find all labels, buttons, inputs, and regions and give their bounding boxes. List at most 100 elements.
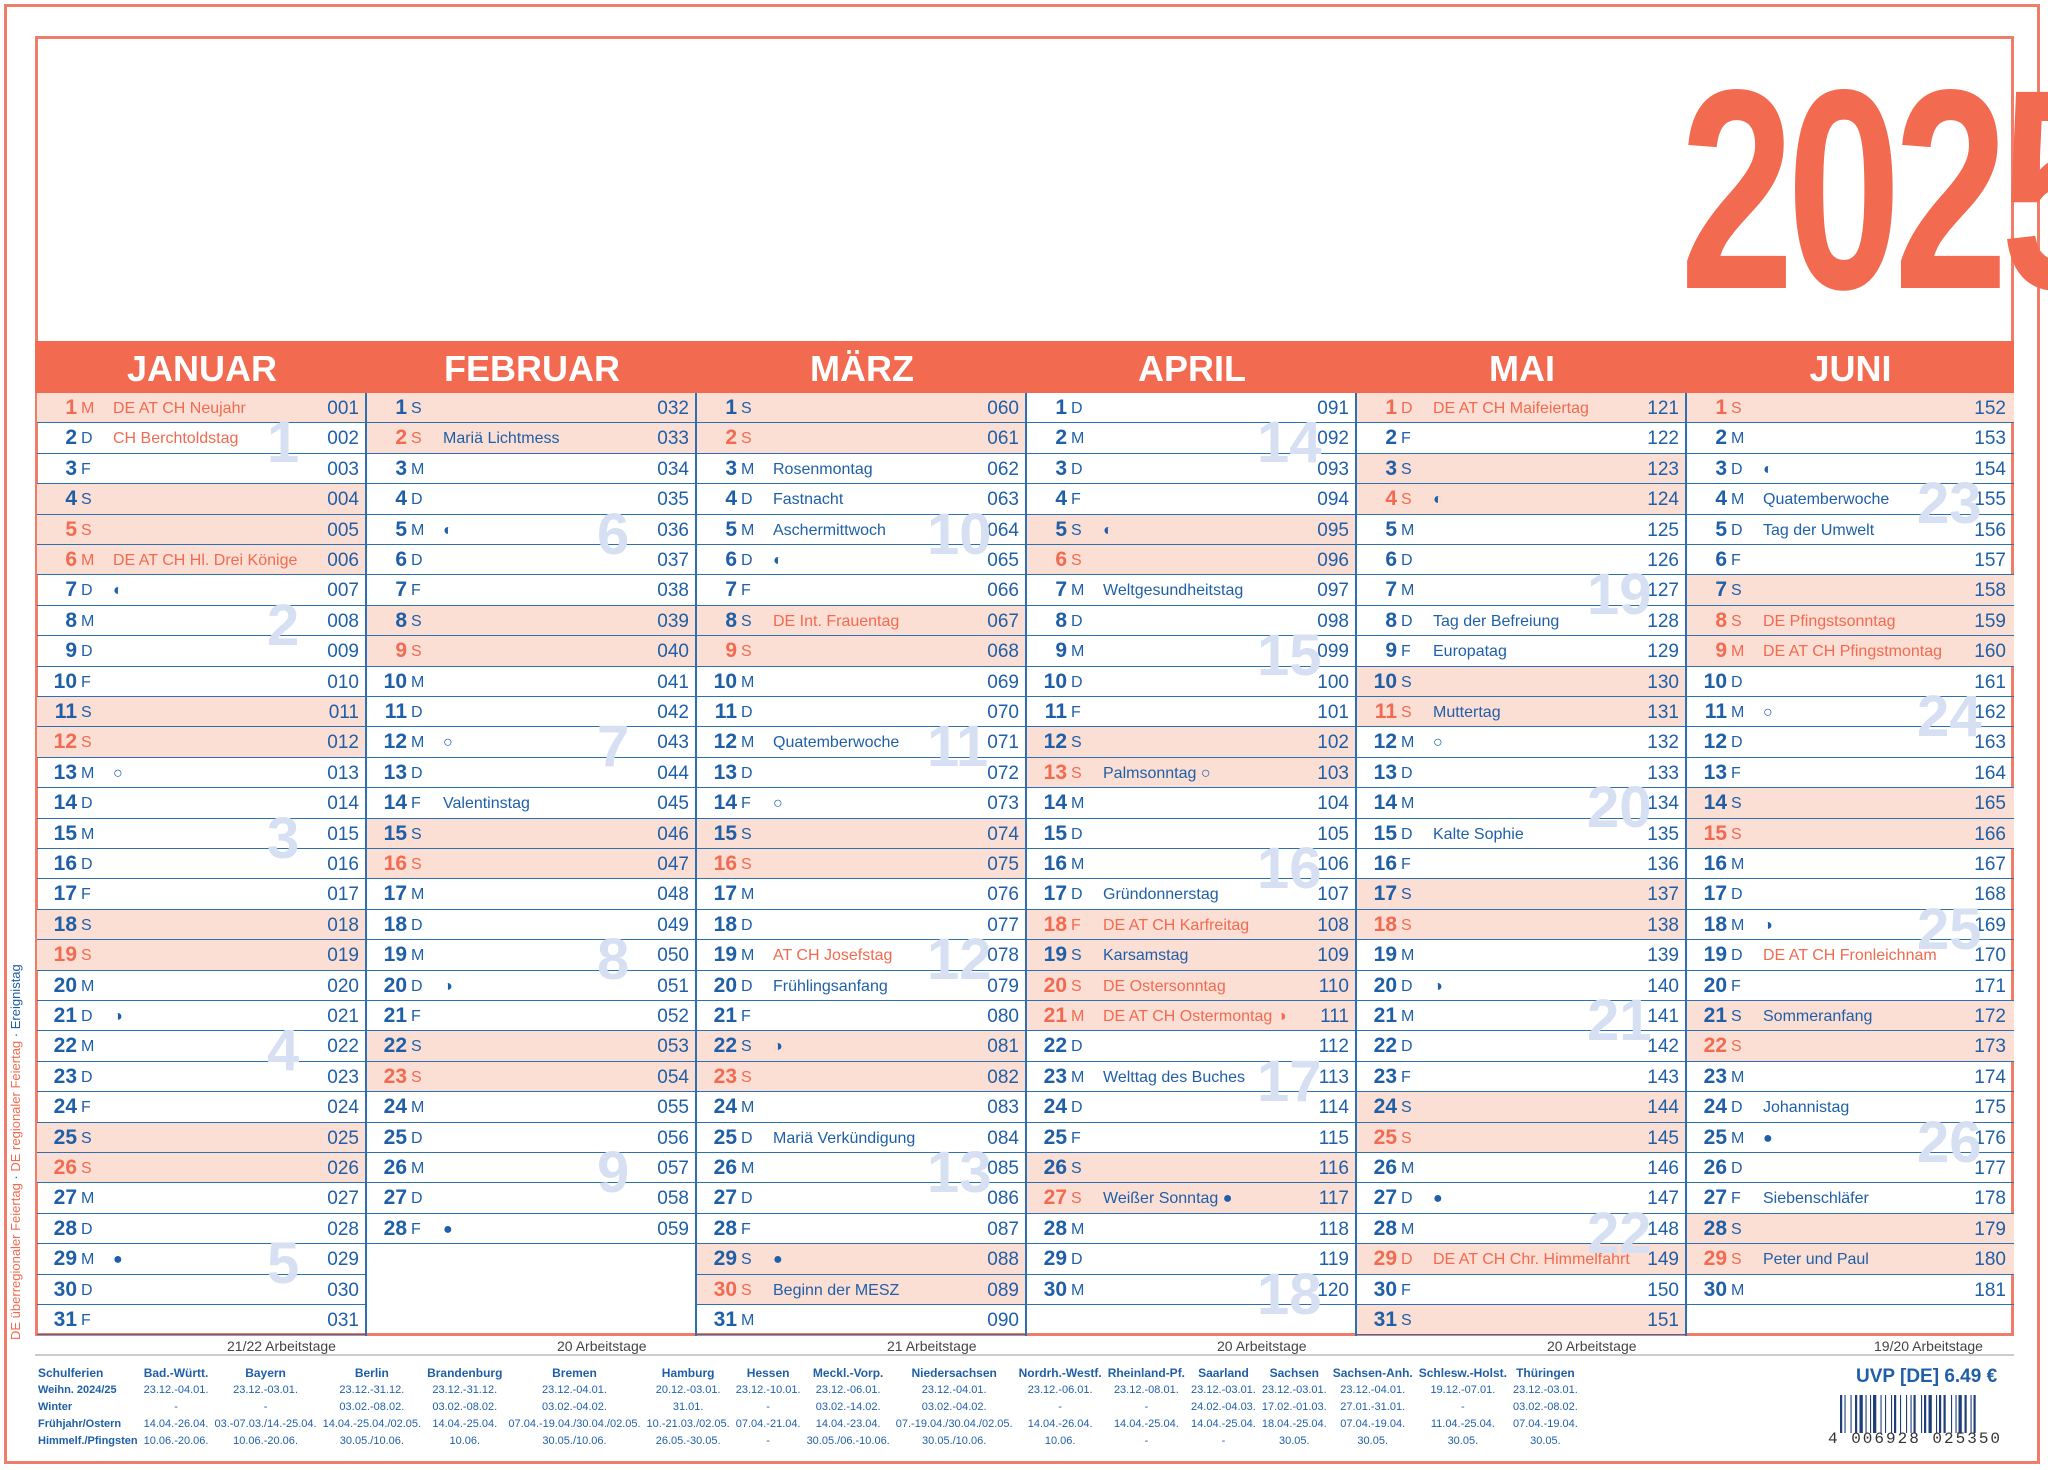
day-of-year: 095 [1317, 519, 1349, 541]
day-of-year: 166 [1974, 823, 2006, 845]
weekday-letter: D [1401, 1251, 1413, 1269]
day-of-year: 135 [1647, 823, 1679, 845]
day-of-year: 170 [1974, 945, 2006, 967]
weekday-letter: S [1401, 491, 1412, 509]
day-of-year: 099 [1317, 641, 1349, 663]
day-event: Valentinstag [443, 795, 530, 813]
day-number: 12 [1373, 730, 1397, 754]
holiday-cell: - [766, 1400, 770, 1413]
day-of-year: 040 [657, 641, 689, 663]
weekday-letter: S [81, 1129, 92, 1147]
week-number: 12 [927, 927, 992, 993]
day-of-year: 039 [657, 610, 689, 632]
day-row: 11 F 101 [1027, 697, 1357, 728]
day-of-year: 181 [1974, 1279, 2006, 1301]
weekday-letter: S [1401, 916, 1412, 934]
day-row: 14 M 134 [1357, 788, 1687, 819]
day-row: 26 M 057 [367, 1153, 697, 1184]
day-of-year: 156 [1974, 519, 2006, 541]
day-number: 30 [713, 1277, 737, 1301]
barcode-bar [1973, 1395, 1976, 1433]
day-row: 10 F 010 [37, 667, 367, 697]
day-number: 17 [1373, 882, 1397, 906]
day-row: 14 F Valentinstag 045 [367, 788, 697, 819]
weekday-letter: S [741, 612, 752, 630]
weekday-letter: D [411, 977, 423, 995]
day-number: 22 [383, 1034, 407, 1058]
day-row: 3 F 003 [37, 454, 367, 485]
barcode-bar [1906, 1395, 1908, 1433]
day-number: 22 [1703, 1034, 1727, 1058]
day-of-year: 060 [987, 398, 1019, 419]
day-event: Peter und Paul [1763, 1251, 1869, 1269]
day-of-year: 103 [1317, 762, 1349, 784]
weekday-letter: M [81, 400, 95, 417]
week-number: 24 [1917, 684, 1982, 749]
day-row: 21 S Sommeranfang 172 [1687, 1001, 2014, 1032]
day-of-year: 140 [1647, 975, 1679, 997]
day-row: 30 M 120 [1027, 1275, 1357, 1305]
day-number: 8 [725, 608, 737, 632]
weekday-letter: F [1401, 856, 1411, 873]
holiday-cell: Weihn. 2024/25 [38, 1383, 117, 1396]
day-of-year: 106 [1317, 854, 1349, 875]
weekday-letter: S [1731, 1038, 1742, 1056]
day-number: 5 [1715, 517, 1727, 541]
weekday-letter: D [411, 764, 423, 782]
day-event: Mariä Verkündigung [773, 1129, 916, 1147]
day-of-year: 024 [327, 1097, 359, 1119]
day-of-year: 161 [1974, 671, 2006, 693]
weekday-letter: D [741, 916, 753, 934]
holiday-cell: 03.02.-08.02. [432, 1400, 498, 1413]
day-of-year: 154 [1974, 458, 2006, 480]
day-of-year: 038 [657, 580, 689, 602]
weekday-letter: M [741, 734, 755, 752]
weekday-letter: F [81, 886, 91, 904]
weekday-letter: D [1071, 460, 1083, 478]
weekday-letter: M [741, 460, 755, 478]
day-number: 25 [1043, 1125, 1067, 1149]
day-number: 8 [1055, 608, 1067, 632]
day-row: 15 S 166 [1687, 818, 2014, 849]
weekday-letter: M [1071, 1281, 1085, 1299]
day-row: 9 D 009 [37, 636, 367, 667]
day-number: 12 [1703, 730, 1727, 754]
day-number: 17 [713, 882, 737, 906]
day-row: 5 M 125 [1357, 515, 1687, 545]
day-number: 25 [53, 1125, 77, 1149]
holiday-header-cell: Hamburg [661, 1365, 715, 1380]
day-number: 5 [1055, 517, 1067, 541]
day-of-year: 064 [987, 519, 1019, 541]
day-of-year: 020 [327, 975, 359, 997]
day-of-year: 015 [327, 823, 359, 845]
day-event: ◐ [1433, 491, 1443, 509]
day-event: ● [113, 1251, 123, 1269]
month-column: 1 M DE AT CH Neujahr 001 2 D CH Berchtoldstag 0… [37, 393, 367, 1336]
day-event: DE AT CH Maifeiertag [1433, 400, 1589, 417]
day-number: 9 [395, 639, 407, 663]
barcode-bar [1910, 1395, 1912, 1433]
workdays-label: 20 Arbeitstage [557, 1338, 647, 1354]
weekday-letter: F [1401, 643, 1411, 661]
barcode-bar [1850, 1395, 1852, 1433]
holiday-header-cell: Berlin [354, 1365, 389, 1380]
day-number: 8 [395, 608, 407, 632]
day-number: 7 [65, 578, 77, 602]
month-name: JANUAR [126, 348, 277, 389]
weekday-letter: M [411, 1160, 425, 1177]
day-row: 11 D 070 [697, 697, 1027, 728]
barcode-number: 4 006928 025350 [1828, 1430, 2003, 1448]
day-number: 3 [725, 456, 737, 480]
day-of-year: 079 [987, 975, 1019, 997]
day-row: 4 S ◐ 124 [1357, 484, 1687, 515]
weekday-letter: S [1401, 1312, 1412, 1329]
day-of-year: 141 [1647, 1006, 1679, 1027]
day-row: 9 F Europatag 129 [1357, 636, 1687, 667]
holiday-cell: 20.12.-03.01. [655, 1383, 721, 1396]
day-row: 21 F 080 [697, 1001, 1027, 1032]
day-of-year: 138 [1647, 914, 1679, 936]
day-event: Muttertag [1433, 704, 1501, 721]
weekday-letter: F [741, 582, 751, 600]
day-number: 11 [1374, 700, 1397, 723]
day-number: 13 [1373, 760, 1397, 784]
